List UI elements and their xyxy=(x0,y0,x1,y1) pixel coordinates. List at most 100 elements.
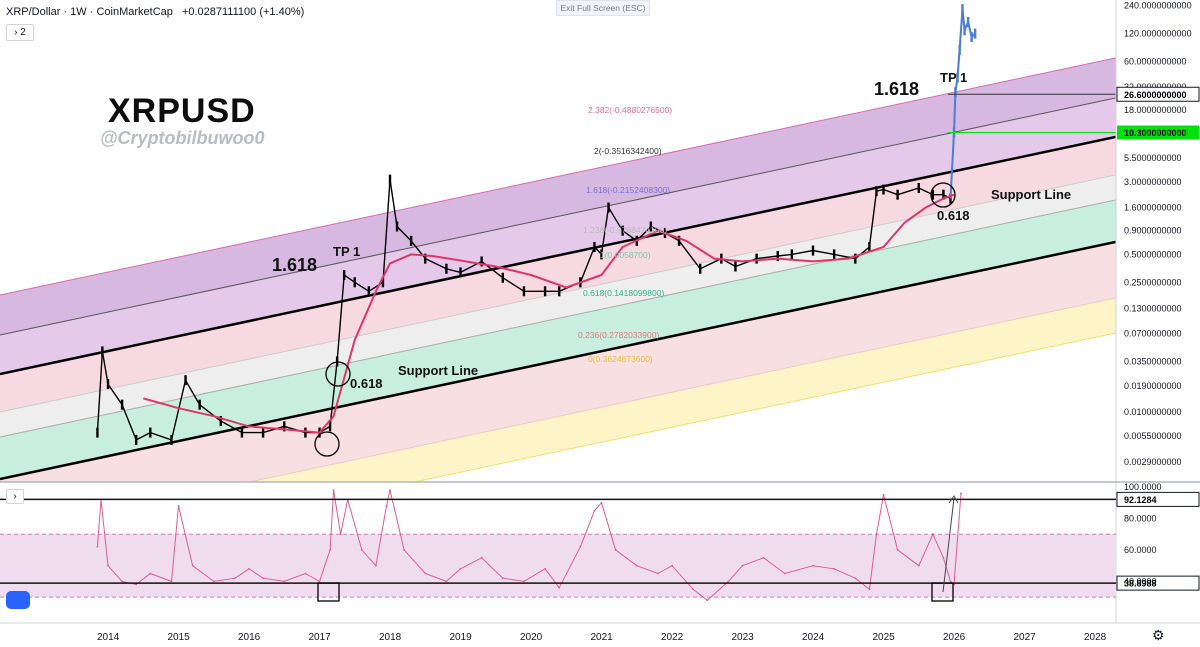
price-candle xyxy=(931,189,935,200)
price-tag-box xyxy=(1117,125,1199,140)
price-candle xyxy=(198,399,201,410)
rsi-point xyxy=(854,577,857,580)
exit-fullscreen-button[interactable]: Exit Full Screen (ESC) xyxy=(556,0,650,16)
time-axis-tick: 2021 xyxy=(591,632,614,643)
price-candle xyxy=(973,28,977,39)
price-axis-tick: 18.0000000000 xyxy=(1124,105,1187,115)
rsi-point xyxy=(544,567,546,570)
price-candle xyxy=(261,427,265,438)
price-candle xyxy=(917,182,920,193)
channel-band xyxy=(0,57,1116,335)
symbol-title[interactable]: XRP/Dollar · 1W · CoinMarketCap xyxy=(6,6,173,18)
time-axis-tick: 2020 xyxy=(520,632,543,643)
time-axis-tick: 2018 xyxy=(379,632,402,643)
rsi-point xyxy=(523,580,525,583)
rsi-point xyxy=(177,504,180,507)
gear-icon[interactable]: ⚙ xyxy=(1152,627,1165,643)
rsi-point xyxy=(389,489,391,492)
price-candle xyxy=(755,253,758,264)
rsi-point xyxy=(960,492,962,495)
rsi-point xyxy=(635,564,638,567)
rsi-point xyxy=(248,567,250,570)
rsi-point xyxy=(332,489,335,492)
rsi-point xyxy=(882,493,885,496)
price-axis-tick: 3.0000000000 xyxy=(1124,177,1182,187)
rsi-point xyxy=(234,577,236,580)
price-axis-tick: 0.0190000000 xyxy=(1124,381,1182,391)
rsi-point xyxy=(833,567,836,570)
rsi-tag-box xyxy=(1116,575,1200,591)
price-axis-tick: 5.5000000000 xyxy=(1124,153,1182,163)
rsi-point xyxy=(262,577,264,580)
rsi-point xyxy=(96,545,99,548)
rsi-point xyxy=(107,564,109,567)
price-candle xyxy=(593,242,596,253)
price-candle xyxy=(942,189,945,200)
rsi-point xyxy=(304,572,307,575)
rsi-tag-label: 38.8988 xyxy=(1124,579,1157,589)
price-candle xyxy=(459,267,462,278)
rsi-point xyxy=(762,556,765,559)
rsi-point xyxy=(480,556,483,559)
price-candle xyxy=(558,286,561,297)
rsi-legend-toggle[interactable]: › xyxy=(6,489,24,504)
price-axis-tick: 0.1300000000 xyxy=(1124,304,1182,314)
price-axis-tick: 0.0700000000 xyxy=(1124,329,1182,339)
price-candle xyxy=(149,427,152,438)
moving-average-line xyxy=(143,193,955,434)
price-candle xyxy=(409,235,413,246)
legend-collapse-button[interactable]: › 2 xyxy=(6,24,34,41)
fib-label: 0(0.3624673600) xyxy=(588,354,653,364)
price-axis-tick: 240.0000000000 xyxy=(1124,1,1192,11)
touch-circle xyxy=(314,431,340,457)
price-candle xyxy=(304,427,307,438)
rsi-point xyxy=(385,504,388,507)
rsi-axis-tick: 60.0000 xyxy=(1124,545,1157,555)
price-axis-tick: 0.0100000000 xyxy=(1124,407,1182,417)
time-axis-tick: 2014 xyxy=(97,632,120,643)
channel-band xyxy=(0,199,1116,479)
rsi-point xyxy=(445,580,448,583)
chart-annotation: TP 1 xyxy=(333,244,360,259)
watermark-title: XRPUSD xyxy=(108,92,256,130)
rsi-axis-tick: 40.0000 xyxy=(1124,576,1157,586)
chart-annotation: 1.618 xyxy=(874,79,919,99)
chart-annotation: 0.618 xyxy=(937,208,970,223)
rsi-point xyxy=(741,564,744,567)
price-axis-tick: 0.2500000000 xyxy=(1124,277,1182,287)
price-candle xyxy=(424,253,427,264)
rsi-point xyxy=(191,564,194,567)
rsi-point xyxy=(671,564,673,567)
rsi-touch-box xyxy=(931,582,954,602)
time-axis-tick: 2027 xyxy=(1014,632,1037,643)
rsi-point xyxy=(600,501,603,504)
rsi-point xyxy=(931,533,934,536)
fib-label: 1(0.0058700) xyxy=(600,250,651,260)
rsi-axis-tick: 80.0000 xyxy=(1124,513,1157,523)
tradingview-logo-icon[interactable] xyxy=(6,591,30,609)
chart-annotation: Support Line xyxy=(991,187,1071,202)
price-candle xyxy=(135,434,138,445)
price-candle xyxy=(949,193,952,204)
fib-0236-line xyxy=(247,297,1116,482)
chart-annotation: 0.618 xyxy=(350,376,383,391)
rsi-point xyxy=(875,533,878,536)
price-candle xyxy=(445,263,448,274)
price-candle xyxy=(868,242,871,253)
price-candle xyxy=(120,399,124,410)
price-axis-tick: 1.6000000000 xyxy=(1124,203,1182,213)
price-axis-tick: 0.0029000000 xyxy=(1124,457,1182,467)
symbol-header: XRP/Dollar · 1W · CoinMarketCap +0.02871… xyxy=(6,6,304,18)
rsi-point xyxy=(706,599,709,602)
price-candle xyxy=(170,434,173,445)
price-candle xyxy=(328,421,332,432)
price-candle xyxy=(677,235,681,246)
rsi-point xyxy=(149,572,152,575)
price-candle xyxy=(184,375,187,386)
fib-2-line xyxy=(0,97,1116,336)
rsi-point xyxy=(917,564,920,567)
price-candle xyxy=(101,346,104,357)
rsi-tag-label: 92.1284 xyxy=(1124,495,1157,505)
channel-band xyxy=(0,97,1116,374)
